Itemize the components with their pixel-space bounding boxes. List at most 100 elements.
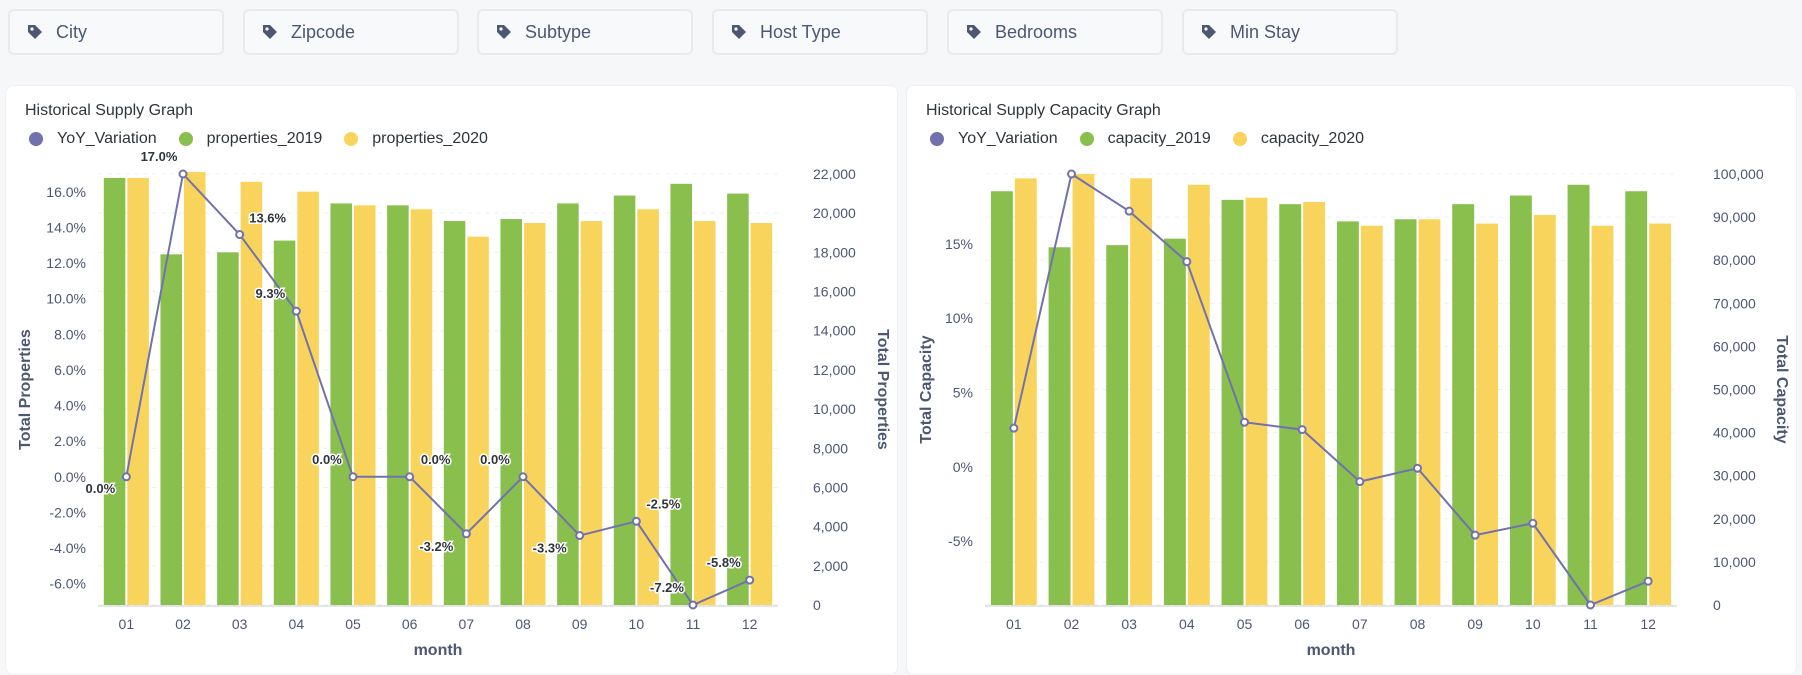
left-tick-label: 10% [945, 310, 973, 326]
legend-dot [1079, 132, 1094, 146]
line-point [631, 516, 641, 526]
capacity-chart-svg: 100,000 90,000 80,000 70,000 60,000 50,000 40,… [918, 166, 1790, 659]
line-point [575, 531, 585, 541]
line-point [1240, 417, 1249, 427]
x-tick-label: 11 [686, 616, 701, 632]
left-tick-label: 0.0% [54, 469, 86, 485]
bar-capacity_2020 [1014, 178, 1037, 605]
filter-label: Bedrooms [995, 21, 1078, 42]
bar-capacity_2019 [1163, 238, 1186, 605]
right-tick-label: 12,000 [813, 362, 856, 378]
x-tick-label: 07 [1352, 616, 1368, 632]
x-axis-title: month [1307, 642, 1356, 659]
data-label: 0.0% [480, 452, 510, 467]
line-point [1643, 576, 1653, 586]
line-point [688, 600, 698, 610]
legend-dot [930, 132, 944, 146]
bar-capacity_2020 [1649, 223, 1672, 605]
data-label: 0.0% [86, 481, 116, 496]
bar-capacity_2020 [1360, 225, 1383, 605]
bar-properties_2020 [524, 222, 546, 605]
line-point [121, 472, 131, 482]
x-tick-label: 09 [572, 616, 588, 632]
data-label: -3.3% [533, 541, 567, 556]
chart-title[interactable]: Historical Supply Capacity Graph [926, 102, 1161, 119]
bar-properties_2020 [127, 177, 149, 605]
bar-capacity_2020 [1072, 174, 1095, 605]
bar-capacity_2020 [1533, 214, 1556, 605]
left-tick-label: 16.0% [46, 184, 86, 200]
left-tick-label: 15% [945, 236, 973, 252]
chart-legend: YoY_Variation properties_2019 properties… [29, 130, 488, 148]
filter-zipcode[interactable]: Zipcode [243, 9, 459, 55]
left-tick-label: 2.0% [54, 433, 86, 449]
line-point [235, 230, 245, 240]
legend-item-yoy[interactable]: YoY_Variation [29, 130, 157, 148]
right-tick-label: 20,000 [813, 205, 856, 221]
bar-properties_2019 [443, 221, 466, 605]
bar-properties_2019 [103, 177, 126, 605]
chart-title[interactable]: Historical Supply Graph [25, 102, 194, 119]
bar-capacity_2019 [1394, 219, 1417, 605]
bar-properties_2020 [694, 221, 716, 605]
x-tick-label: 01 [119, 616, 135, 632]
legend-label: YoY_Variation [57, 130, 157, 147]
filter-subtype[interactable]: Subtype [477, 9, 693, 55]
right-tick-label: 10,000 [1713, 554, 1756, 570]
data-label: -2.5% [646, 496, 680, 511]
line-point [1413, 463, 1422, 473]
right-tick-label: 50,000 [1713, 382, 1756, 398]
right-tick-label: 0 [1713, 597, 1721, 613]
left-tick-label: 5% [953, 384, 973, 400]
legend-dot [344, 132, 359, 146]
x-tick-label: 10 [1525, 616, 1541, 632]
bar-capacity_2019 [1509, 195, 1532, 606]
legend-dot [29, 132, 43, 146]
line-point [405, 472, 415, 482]
line-point [1182, 257, 1192, 267]
bar-capacity_2020 [1591, 225, 1614, 605]
x-tick-label: 05 [345, 616, 361, 632]
x-tick-label: 07 [459, 616, 475, 632]
bar-properties_2020 [184, 172, 206, 606]
right-tick-label: 80,000 [1713, 252, 1756, 268]
legend-item-2019[interactable]: capacity_2019 [1079, 130, 1211, 148]
filter-bedrooms[interactable]: Bedrooms [947, 9, 1163, 55]
right-tick-label: 30,000 [1713, 468, 1756, 484]
bar-properties_2020 [354, 205, 376, 605]
filter-city[interactable]: City [8, 9, 224, 55]
bar-capacity_2019 [1625, 191, 1648, 605]
supply-chart-svg: 22,000 20,000 18,000 16,000 14,000 12,000 10,0… [17, 148, 891, 660]
data-label: -7.2% [650, 580, 684, 595]
filter-label: Min Stay [1230, 21, 1301, 42]
bar-capacity_2019 [1452, 204, 1475, 606]
tag-icon [28, 25, 42, 39]
y-axis-title-right: Total Capacity [1773, 335, 1790, 443]
x-tick-label: 04 [1179, 616, 1195, 632]
x-tick-label: 02 [175, 616, 191, 632]
legend-item-2020[interactable]: capacity_2020 [1232, 130, 1364, 148]
right-tick-label: 6,000 [813, 479, 848, 495]
right-tick-label: 100,000 [1713, 166, 1764, 182]
data-label: 17.0% [141, 149, 178, 164]
right-tick-label: 18,000 [813, 244, 856, 260]
legend-label: properties_2020 [372, 130, 488, 147]
filter-label: Zipcode [291, 21, 356, 42]
line-point [348, 472, 358, 482]
left-tick-label: -2.0% [49, 504, 86, 520]
right-tick-label: 20,000 [1713, 511, 1756, 527]
line-point [1297, 425, 1307, 435]
x-tick-label: 06 [1294, 616, 1310, 632]
legend-item-2020[interactable]: properties_2020 [344, 130, 488, 148]
legend-item-2019[interactable]: properties_2019 [178, 130, 322, 148]
tag-icon [263, 25, 277, 39]
filter-min-stay[interactable]: Min Stay [1182, 9, 1398, 55]
left-tick-label: -6.0% [49, 576, 86, 592]
line-point [518, 472, 528, 482]
left-tick-label: 10.0% [46, 291, 86, 307]
legend-item-yoy[interactable]: YoY_Variation [930, 130, 1058, 148]
line-YoY_Variation [125, 171, 751, 607]
tag-icon [497, 25, 511, 39]
filter-host-type[interactable]: Host Type [712, 9, 928, 55]
bar-capacity_2019 [1336, 221, 1359, 605]
